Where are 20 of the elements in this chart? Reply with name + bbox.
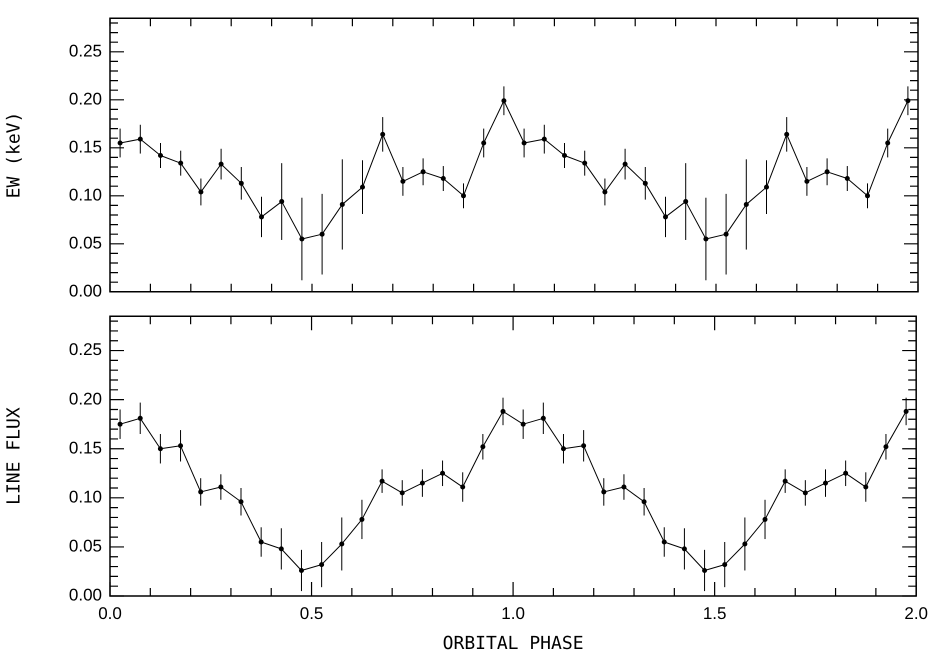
x-tick-label: 0.5	[300, 604, 324, 623]
x-tick-label: 1.0	[501, 604, 525, 623]
y-tick-label: 0.20	[68, 389, 102, 408]
y-axis-title: EW (keV)	[3, 112, 24, 198]
y-tick-label: 0.10	[68, 488, 102, 507]
x-tick-label: 1.5	[702, 604, 726, 623]
y-axis-title: LINE FLUX	[3, 407, 24, 505]
x-tick-label: 2.0	[904, 604, 928, 623]
y-tick-label: 0.20	[68, 89, 102, 108]
y-tick-label: 0.00	[68, 586, 102, 605]
x-tick-label: 0.0	[98, 604, 122, 623]
y-tick-label: 0.25	[68, 41, 102, 60]
y-tick-label: 0.05	[68, 536, 102, 556]
y-tick-label: 0.00	[68, 281, 102, 300]
y-tick-label: 0.15	[68, 438, 102, 458]
y-tick-label: 0.05	[68, 233, 102, 252]
y-tick-label: 0.25	[68, 340, 102, 360]
x-axis-title: ORBITAL PHASE	[442, 632, 584, 654]
y-tick-label: 0.15	[68, 137, 102, 156]
y-tick-label: 0.10	[68, 185, 102, 204]
